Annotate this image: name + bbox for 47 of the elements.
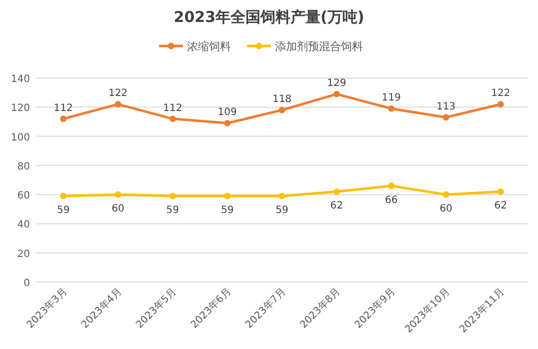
data-label: 112 <box>54 102 73 114</box>
point <box>333 188 340 195</box>
data-label: 113 <box>436 101 456 112</box>
point <box>60 192 67 200</box>
chart-title: 2023年全国饲料产量(万吨) <box>174 8 364 26</box>
point <box>497 188 504 195</box>
y-tick-label: 0 <box>24 278 30 289</box>
data-label: 119 <box>382 92 401 104</box>
point <box>442 191 450 198</box>
point <box>278 192 286 200</box>
point <box>60 116 67 122</box>
data-label: 112 <box>163 102 182 114</box>
legend-label: 添加剂预混合饲料 <box>275 40 363 53</box>
data-label: 59 <box>276 205 288 216</box>
point <box>388 182 395 190</box>
point <box>169 116 176 122</box>
point <box>114 101 122 108</box>
y-tick-label: 120 <box>10 103 30 114</box>
point <box>224 192 231 200</box>
y-tick-label: 100 <box>10 132 30 144</box>
y-tick-label: 80 <box>17 161 30 172</box>
point <box>278 106 286 114</box>
data-label: 59 <box>166 205 180 216</box>
point <box>169 192 176 200</box>
data-label: 122 <box>491 88 510 100</box>
data-label: 129 <box>327 78 346 90</box>
point <box>224 120 231 126</box>
point <box>442 114 450 121</box>
y-tick-label: 140 <box>10 74 30 85</box>
legend-label: 浓缩饲料 <box>187 40 231 53</box>
point <box>333 90 340 98</box>
y-tick-label: 20 <box>17 248 30 260</box>
data-label: 118 <box>272 94 292 106</box>
data-label: 62 <box>494 200 508 212</box>
y-tick-label: 40 <box>17 220 30 231</box>
data-label: 60 <box>440 204 452 215</box>
data-label: 122 <box>108 88 128 100</box>
data-label: 60 <box>112 204 124 215</box>
point <box>388 105 395 112</box>
point <box>497 101 504 108</box>
point <box>114 191 122 198</box>
data-label: 59 <box>56 205 70 216</box>
data-label: 66 <box>384 194 398 206</box>
data-label: 62 <box>330 200 344 212</box>
data-label: 59 <box>220 205 234 216</box>
y-tick-label: 60 <box>17 190 30 202</box>
data-label: 109 <box>218 107 237 118</box>
